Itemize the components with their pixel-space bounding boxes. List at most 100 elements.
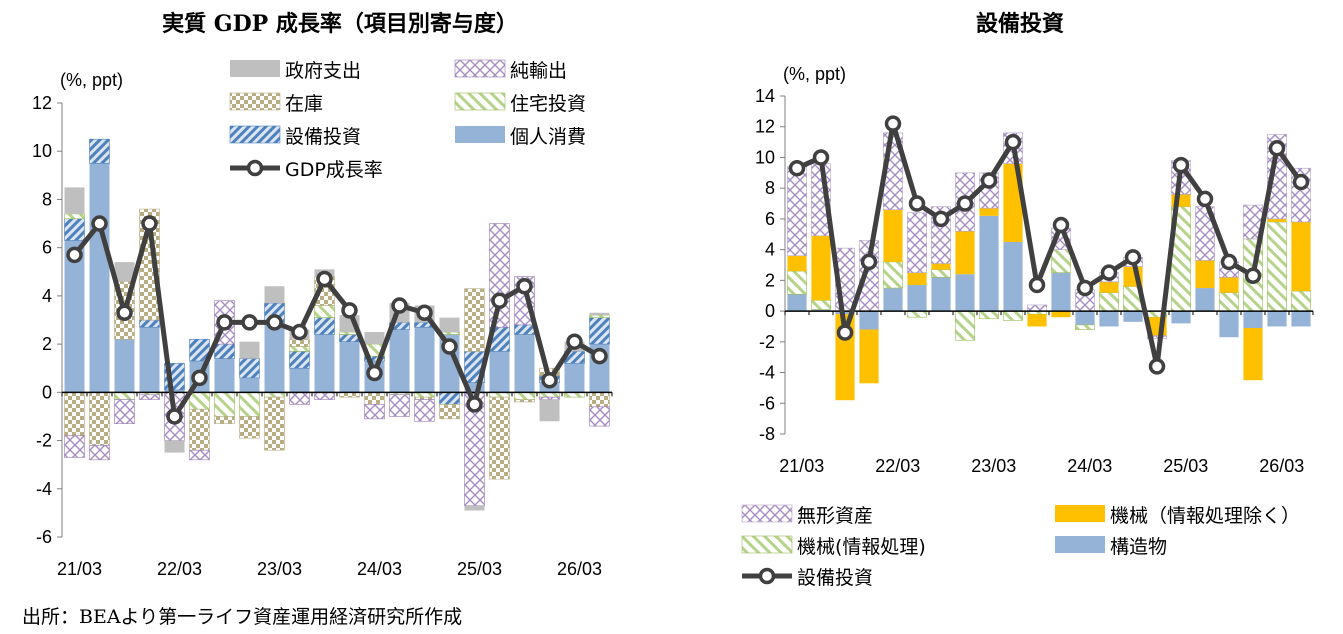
- series-機械（情報処理除く）: [787, 163, 1311, 401]
- bar: [1003, 241, 1023, 312]
- y-tick-label: -4: [36, 479, 52, 499]
- y-tick-label: 4: [42, 286, 52, 306]
- bar: [364, 404, 385, 420]
- bar: [264, 286, 285, 304]
- y-tick-label: -8: [759, 424, 775, 444]
- bar: [489, 351, 510, 393]
- line-point: [1004, 133, 1022, 151]
- legend-marker: [246, 159, 264, 177]
- bar: [139, 319, 160, 328]
- bar: [589, 312, 610, 316]
- bar: [859, 329, 879, 384]
- bar: [979, 310, 999, 320]
- bar: [64, 187, 85, 214]
- x-tick-label: 21/03: [779, 456, 824, 476]
- x-tick-label: 24/03: [357, 559, 402, 579]
- bar: [514, 334, 535, 393]
- bar: [1075, 311, 1095, 325]
- line-point: [932, 210, 950, 228]
- legend-swatch: [741, 535, 793, 554]
- line-point: [416, 304, 433, 322]
- bar: [114, 392, 135, 400]
- line-point: [956, 195, 974, 212]
- bar: [883, 209, 903, 262]
- bar: [1267, 311, 1287, 327]
- line-point: [491, 292, 508, 309]
- y-tick-label: -2: [759, 332, 775, 352]
- line-point: [566, 333, 583, 350]
- y-tick-label: -2: [36, 431, 52, 451]
- bar: [931, 263, 951, 270]
- line-point: [466, 396, 483, 413]
- bar: [1075, 324, 1095, 330]
- series-在庫: [64, 208, 610, 480]
- line-point: [141, 215, 158, 232]
- bar: [907, 310, 927, 318]
- bar: [464, 505, 485, 511]
- line-point: [366, 364, 383, 382]
- x-tick-label: 22/03: [157, 559, 202, 579]
- bar: [239, 416, 260, 439]
- bar: [955, 310, 975, 341]
- legend-label: 構造物: [1110, 536, 1167, 558]
- legend-swatch: [1055, 505, 1105, 522]
- legend-swatch: [230, 60, 280, 77]
- series-機械(情報処理): [787, 206, 1311, 341]
- series-構造物: [787, 215, 1311, 338]
- bar: [114, 339, 135, 393]
- bar: [189, 449, 210, 461]
- y-tick-label: -6: [36, 527, 52, 547]
- y-tick-label: 12: [32, 93, 52, 113]
- bar: [514, 392, 535, 400]
- bar: [364, 392, 385, 405]
- line-point: [66, 246, 83, 264]
- y-axis-label: (%, ppt): [783, 64, 846, 84]
- bar: [1123, 311, 1143, 322]
- bar: [883, 288, 903, 312]
- bar: [239, 377, 260, 393]
- bar: [139, 327, 160, 393]
- x-tick-label: 22/03: [875, 456, 920, 476]
- bar: [439, 404, 460, 420]
- line-point: [1076, 279, 1094, 297]
- line-point: [441, 338, 458, 355]
- y-tick-label: 6: [765, 209, 775, 229]
- bar: [189, 408, 210, 451]
- line-point: [291, 323, 308, 341]
- bar: [389, 329, 410, 393]
- y-tick-label: -6: [759, 393, 775, 413]
- y-tick-label: 2: [42, 334, 52, 354]
- bar: [164, 389, 185, 393]
- bar: [389, 394, 410, 417]
- y-tick-label: 2: [765, 270, 775, 290]
- bar: [314, 334, 335, 393]
- line-point: [1220, 253, 1238, 271]
- line-point: [1268, 139, 1286, 157]
- line-point: [516, 277, 533, 295]
- bar: [907, 284, 927, 312]
- line-point: [266, 314, 283, 331]
- bar: [514, 399, 535, 403]
- bar: [589, 392, 610, 408]
- bar: [89, 138, 110, 164]
- bar: [289, 351, 310, 369]
- bar: [64, 392, 85, 437]
- bar: [1195, 260, 1215, 289]
- bar: [64, 435, 85, 458]
- bar: [64, 240, 85, 393]
- line-point: [1172, 156, 1190, 174]
- bar: [464, 288, 485, 352]
- bar: [264, 324, 285, 393]
- legend-swatch: [454, 92, 506, 111]
- bar: [979, 215, 999, 312]
- x-tick-label: 25/03: [1163, 456, 1208, 476]
- line-point: [116, 304, 133, 322]
- bar: [114, 399, 135, 424]
- x-tick-label: 26/03: [557, 559, 602, 579]
- chart2: -8 -6 -4 -2 0 2 4 6 8 10 12 14 (%, ppt) 21/03 22/03 23/…: [741, 64, 1314, 589]
- legend-label: 機械（情報処理除く）: [1110, 505, 1300, 527]
- bar: [464, 382, 485, 393]
- legend-swatch: [455, 126, 505, 143]
- bar: [289, 368, 310, 393]
- bar: [1243, 327, 1263, 381]
